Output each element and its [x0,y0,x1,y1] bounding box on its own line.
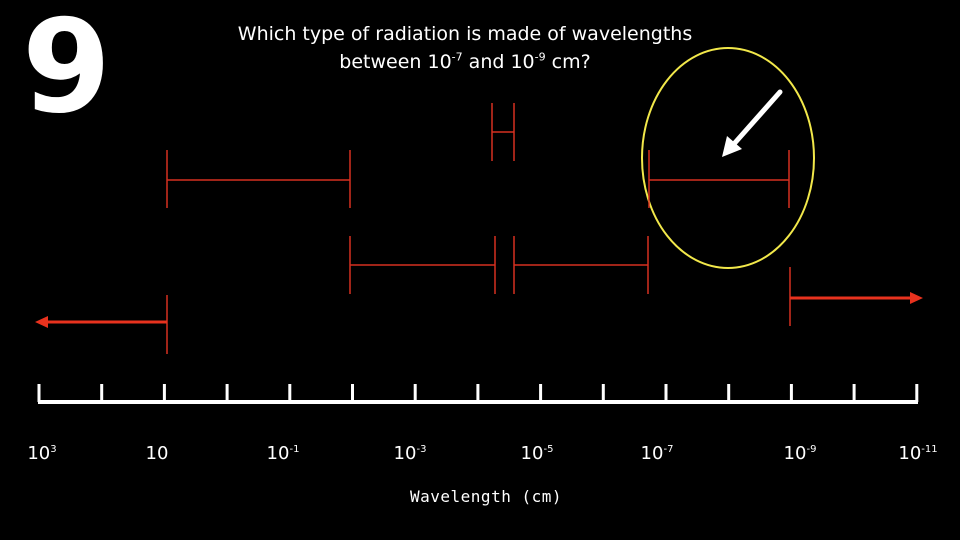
axis-tick-label: 10-7 [640,443,674,464]
axis-tick-label: 10-3 [393,443,427,464]
question-line-2: between 10-7 and 10-9 cm? [339,50,591,73]
wavelength-axis [37,384,919,404]
axis-tick-label: 10-11 [898,443,938,464]
axis-title: Wavelength (cm) [410,487,562,506]
axis-tick-label: 10 [145,443,169,464]
right-range-arrow [789,267,923,326]
range-bar-visible [491,103,515,161]
range-bar-radio [166,150,351,208]
axis-tick-label: 10-9 [783,443,817,464]
axis-tick-label: 10-5 [520,443,554,464]
highlight-circle [641,47,815,269]
axis-tick-label: 10-1 [266,443,300,464]
question-text: Which type of radiation is made of wavel… [150,20,780,76]
slide-number: 9 [22,0,111,142]
axis-tick-label: 103 [27,443,57,464]
range-bar-infrared [349,236,496,294]
left-range-arrow [35,295,168,354]
pointer-arrow-icon [722,89,783,157]
question-line-1: Which type of radiation is made of wavel… [237,23,693,45]
range-bar-ultraviolet [513,236,649,294]
range-bar-xray [648,150,790,208]
